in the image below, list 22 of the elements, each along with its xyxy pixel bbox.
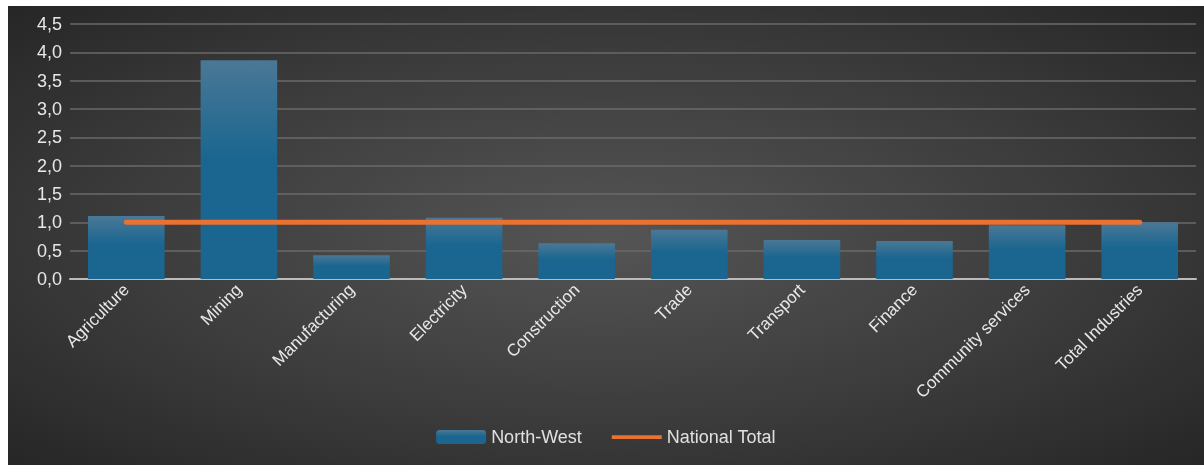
bar [88, 216, 165, 279]
y-tick-label: 1,5 [36, 184, 62, 204]
y-tick-label: 3,0 [36, 99, 62, 119]
y-tick-label: 0,0 [36, 269, 62, 289]
y-tick-label: 4,5 [36, 14, 62, 34]
bar [876, 241, 953, 279]
y-tick-label: 1,0 [36, 212, 62, 233]
legend-label: North-West [491, 427, 582, 447]
legend-label: National Total [666, 427, 776, 447]
y-tick-label: 2,5 [36, 127, 62, 148]
bar [763, 239, 841, 279]
bar [1101, 222, 1178, 279]
y-tick-label: 3,5 [36, 70, 62, 91]
bar [200, 60, 278, 279]
y-tick-label: 4,0 [36, 42, 62, 63]
bar [651, 229, 728, 279]
y-tick-label: 2,0 [36, 155, 62, 176]
bar [538, 243, 615, 279]
bar [313, 255, 390, 279]
bar [988, 225, 1066, 279]
y-tick-label: 0,5 [36, 240, 62, 261]
bar [425, 217, 503, 279]
